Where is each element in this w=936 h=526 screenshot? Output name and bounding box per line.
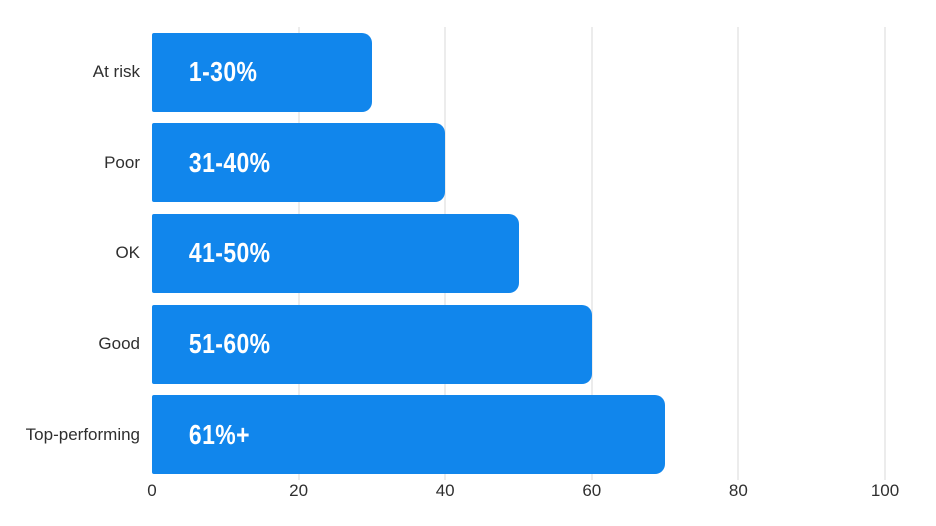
y-axis-row: OK	[0, 208, 140, 299]
x-tick-label: 100	[870, 481, 900, 500]
category-label: At risk	[92, 62, 140, 82]
gridline	[884, 27, 886, 480]
bar-top-performing: 61%+	[152, 395, 666, 475]
x-tick-label: 20	[289, 481, 309, 500]
x-tick-label: 80	[728, 481, 748, 500]
bar-series: 1-30% 31-40% 41-50% 51-60% 61%+	[152, 27, 885, 480]
bar-row: 61%+	[152, 389, 885, 480]
y-axis-row: At risk	[0, 27, 140, 118]
bar-value-label: 41-50%	[188, 237, 271, 269]
category-label: Top-performing	[25, 424, 140, 444]
y-axis-row: Good	[0, 299, 140, 390]
bar-row: 1-30%	[152, 27, 885, 118]
bar-row: 31-40%	[152, 118, 885, 209]
category-label: Good	[98, 334, 140, 354]
bar-poor: 31-40%	[152, 123, 446, 203]
plot-area: 1-30% 31-40% 41-50% 51-60% 61%+	[152, 27, 886, 480]
bar-at-risk: 1-30%	[152, 32, 372, 112]
bar-value-label: 51-60%	[188, 328, 271, 360]
bar-row: 51-60%	[152, 299, 885, 390]
gridline	[737, 27, 740, 480]
x-axis-labels: 0 20 40 60 80 100	[147, 481, 899, 509]
y-axis-labels: At risk Poor OK Good Top-performing	[0, 27, 140, 480]
gridline	[590, 27, 593, 480]
x-tick-label: 0	[147, 481, 157, 500]
category-label: Poor	[104, 152, 140, 172]
bar-value-label: 1-30%	[188, 56, 258, 88]
y-axis-row: Poor	[0, 118, 140, 209]
x-tick-label: 60	[582, 481, 602, 500]
bar-good: 51-60%	[152, 304, 592, 384]
x-tick-label: 40	[435, 481, 455, 500]
category-label: OK	[115, 243, 140, 263]
bar-row: 41-50%	[152, 208, 885, 299]
bar-value-label: 61%+	[188, 418, 250, 450]
bar-ok: 41-50%	[152, 213, 519, 293]
y-axis-row: Top-performing	[0, 389, 140, 480]
bar-value-label: 31-40%	[188, 146, 271, 178]
